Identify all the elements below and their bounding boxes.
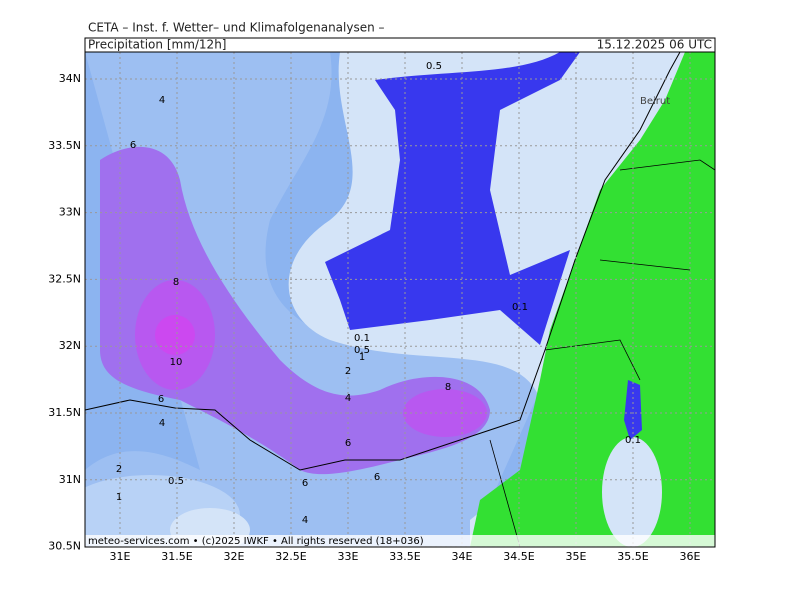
map-title: Precipitation [mm/12h] xyxy=(88,38,226,52)
contour-label: 8 xyxy=(173,277,179,288)
contour-label: 0.1 xyxy=(512,302,528,313)
map-date: 15.12.2025 06 UTC xyxy=(597,38,712,52)
lon-label: 35E xyxy=(566,550,587,563)
lon-label: 31E xyxy=(110,550,131,563)
lat-label: 33N xyxy=(59,206,81,219)
land-dry xyxy=(470,52,715,547)
contour-label: 6 xyxy=(374,472,380,483)
field-purple xyxy=(100,146,490,475)
lat-label: 32.5N xyxy=(48,272,81,285)
contour-label: 0.5 xyxy=(354,345,370,356)
contour-label: 8 xyxy=(445,382,451,393)
contour-label: 0.1 xyxy=(354,333,370,344)
lon-label: 31.5E xyxy=(161,550,192,563)
contour-label: 4 xyxy=(159,95,165,106)
contour-label: 6 xyxy=(345,438,351,449)
field-light-east xyxy=(602,437,662,547)
lat-label: 33.5N xyxy=(48,139,81,152)
lat-label: 34N xyxy=(59,72,81,85)
dead-sea xyxy=(624,380,642,440)
lon-label: 35.5E xyxy=(617,550,648,563)
contour-label: 6 xyxy=(158,394,164,405)
field-dark-blue xyxy=(325,52,580,345)
contour-label: 1 xyxy=(116,492,122,503)
map-frame xyxy=(84,51,716,548)
lon-label: 32.5E xyxy=(275,550,306,563)
contour-label: 0.1 xyxy=(625,435,641,446)
footer-credit: meteo-services.com • (c)2025 IWKF • All … xyxy=(88,536,424,547)
borders xyxy=(489,159,715,547)
contour-label: 6 xyxy=(302,478,308,489)
model-title: CETA – Inst. f. Wetter– und Klimafolgena… xyxy=(88,21,385,35)
contour-label: 0.5 xyxy=(426,61,442,72)
contour-label: 10 xyxy=(170,357,183,368)
contour-label: 4 xyxy=(302,515,308,526)
lon-label: 34E xyxy=(452,550,473,563)
contour-label: 2 xyxy=(345,366,351,377)
contour-label: 4 xyxy=(345,393,351,404)
lat-label: 30.5N xyxy=(48,540,81,553)
contour-label: 2 xyxy=(116,464,122,475)
footer-bar xyxy=(85,535,715,547)
coastline xyxy=(85,52,681,471)
lon-label: 33.5E xyxy=(389,550,420,563)
contour-label: 1 xyxy=(359,352,365,363)
lon-label: 32E xyxy=(224,550,245,563)
lon-label: 36E xyxy=(680,550,701,563)
lat-label: 32N xyxy=(59,339,81,352)
lat-label: 31N xyxy=(59,473,81,486)
lon-label: 34.5E xyxy=(503,550,534,563)
lon-label: 33E xyxy=(338,550,359,563)
lat-label: 31.5N xyxy=(48,406,81,419)
place-label: Beirut xyxy=(640,96,670,107)
contour-label: 4 xyxy=(159,418,165,429)
contour-label: 6 xyxy=(130,140,136,151)
contour-label: 0.5 xyxy=(168,476,184,487)
field-magenta-core xyxy=(155,315,195,355)
